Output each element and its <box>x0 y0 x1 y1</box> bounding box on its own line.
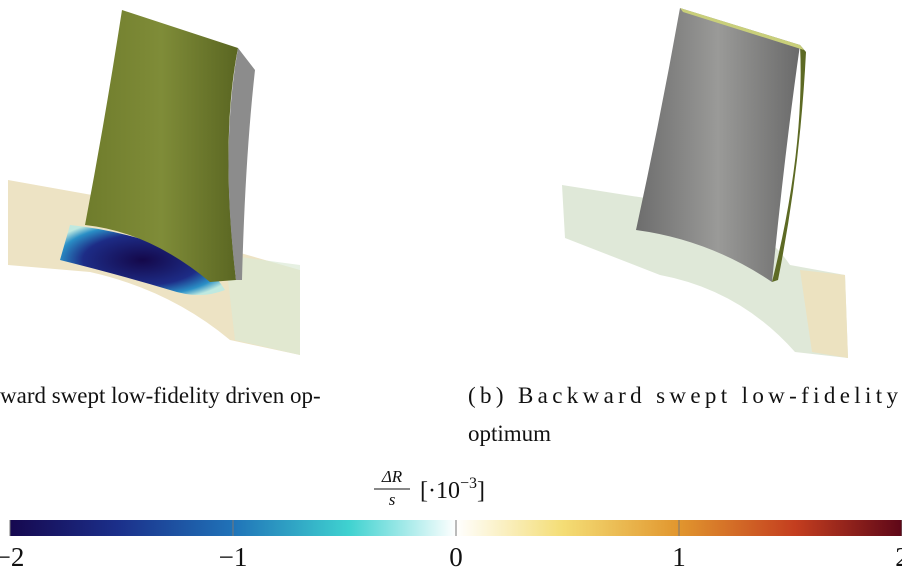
caption: (b) Backward swept low-fidelity <box>468 383 898 408</box>
unit: [·10 <box>420 478 460 504</box>
render-a <box>8 10 300 355</box>
tick-label: 1 <box>672 542 686 571</box>
tick-label: 2 <box>895 542 902 571</box>
exponent: −3 <box>460 475 477 492</box>
close: ] <box>477 478 485 504</box>
colorbar-label: ΔR s [·10−3] <box>374 467 485 509</box>
caption: ward swept low-fidelity driven op- <box>0 383 321 408</box>
tick-label: −2 <box>0 542 24 571</box>
tick-label: 0 <box>449 542 463 571</box>
caption: optimum <box>468 421 551 446</box>
label-numerator: ΔR <box>381 467 403 486</box>
tick-label: −1 <box>219 542 248 571</box>
label-unit: [·10−3] <box>420 475 485 504</box>
render-b <box>562 8 848 358</box>
label-denominator: s <box>389 490 396 509</box>
